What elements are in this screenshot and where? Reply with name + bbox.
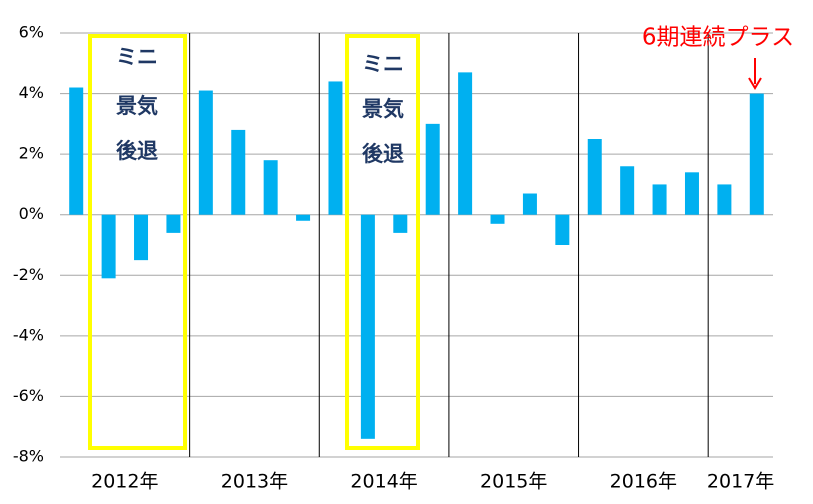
- y-tick-label: 4%: [19, 83, 44, 102]
- highlight-box: [345, 34, 420, 450]
- y-tick-label: -2%: [13, 265, 44, 284]
- bar: [360, 214, 375, 439]
- annotation: 景気: [362, 97, 404, 121]
- bar: [198, 90, 213, 215]
- arrow-head: [748, 77, 762, 90]
- annotation: 景気: [116, 94, 158, 118]
- bar: [231, 129, 246, 215]
- bar: [522, 193, 537, 215]
- bars: [69, 72, 764, 439]
- labels: -8% -6% -4% -2% 0% 2% 4% 6% 2012年 2013年 2014年 2015年…: [13, 23, 774, 493]
- annotation: ミニ: [116, 45, 158, 69]
- bar: [749, 93, 764, 215]
- y-tick-label: 0%: [19, 204, 44, 223]
- bar: [166, 214, 181, 233]
- bar: [101, 214, 116, 279]
- x-tick-label: 2012年: [91, 471, 158, 493]
- y-tick-label: -6%: [13, 386, 44, 405]
- x-tick-label: 2013年: [221, 471, 288, 493]
- annotation: 後退: [116, 139, 158, 163]
- annotation: 6期連続プラス: [642, 25, 794, 51]
- x-tick-label: 2014年: [350, 471, 417, 493]
- y-tick-label: -8%: [13, 447, 44, 466]
- bar: [490, 214, 505, 224]
- separators: [189, 33, 709, 457]
- bar: [587, 139, 602, 215]
- x-tick-label: 2017年: [707, 471, 774, 493]
- x-tick-label: 2015年: [480, 471, 547, 493]
- bar: [652, 184, 667, 215]
- bar: [134, 214, 149, 261]
- annotation: ミニ: [362, 52, 404, 76]
- y-tick-label: 2%: [19, 144, 44, 163]
- bar: [393, 214, 408, 233]
- bar: [263, 160, 278, 215]
- highlight-box: [88, 34, 187, 450]
- bar: [296, 214, 311, 221]
- bar: [425, 123, 440, 215]
- bar: [620, 166, 635, 215]
- bar: [328, 81, 343, 215]
- bar: [69, 87, 84, 215]
- annotation: 後退: [362, 142, 404, 166]
- bar: [555, 214, 570, 245]
- x-tick-label: 2016年: [610, 471, 677, 493]
- bar: [717, 184, 732, 215]
- bar: [458, 72, 473, 215]
- bar: [684, 172, 699, 215]
- y-tick-label: 6%: [19, 23, 44, 42]
- y-tick-label: -4%: [13, 325, 44, 344]
